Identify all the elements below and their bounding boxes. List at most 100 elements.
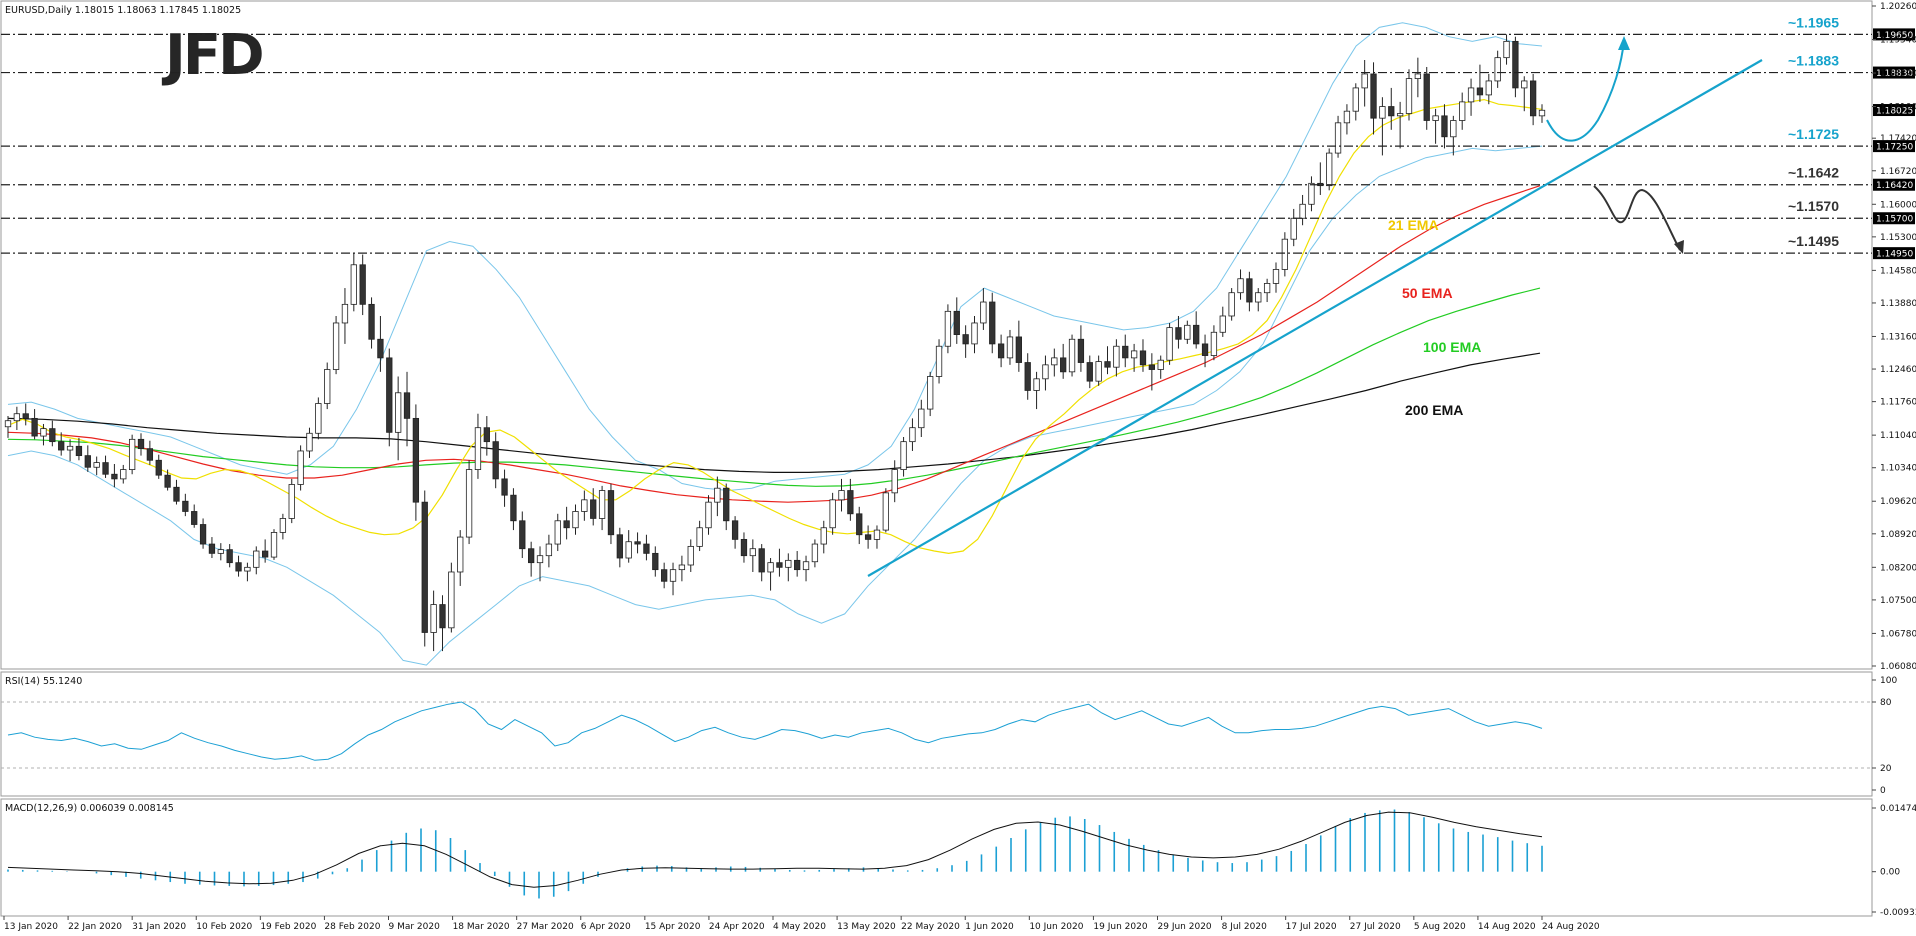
bearish-candle xyxy=(1139,350,1147,366)
bullish-candle xyxy=(927,376,934,410)
bullish-candle xyxy=(332,322,340,370)
bullish-candle xyxy=(288,484,295,519)
price-tick-label: 1.17420 xyxy=(1880,134,1916,144)
bullish-candle xyxy=(1396,113,1404,117)
ema-labels: 21 EMA 50 EMA 100 EMA 200 EMA xyxy=(1388,217,1481,418)
bearish-candle xyxy=(199,524,207,545)
bearish-candle xyxy=(501,478,508,496)
bearish-candle xyxy=(1193,324,1200,345)
bearish-candle xyxy=(403,392,411,419)
bearish-candle xyxy=(864,534,872,540)
bullish-candle xyxy=(811,543,819,563)
bullish-candle xyxy=(1414,73,1422,80)
level-label: ~1.1495 xyxy=(1788,233,1839,249)
rsi-header: RSI(14) 55.1240 xyxy=(5,676,82,687)
date-tick-label: 27 Mar 2020 xyxy=(517,922,574,932)
macd-indicator: 0.014744 0.00 -0.009334 xyxy=(7,804,1916,918)
bullish-candle xyxy=(1467,87,1475,103)
bullish-candle xyxy=(625,541,632,559)
bearish-candle xyxy=(1024,362,1031,391)
bullish-candle xyxy=(1450,120,1457,138)
level-price-tag-text: 1.18830 xyxy=(1876,69,1913,79)
bullish-candle xyxy=(40,428,47,437)
horizontal-levels: ~1.1965 1.19650 ~1.1883 1.18830 ~1.1725 1.172… xyxy=(1,14,1915,260)
bullish-candle xyxy=(297,450,304,485)
bullish-candle xyxy=(1343,110,1351,124)
date-tick-label: 29 Jun 2020 xyxy=(1158,922,1212,932)
bullish-candle xyxy=(873,529,881,540)
trendline-and-arrows xyxy=(867,36,1763,577)
bearish-candle xyxy=(661,569,668,582)
rsi-tick-label: 20 xyxy=(1880,764,1892,774)
bullish-candle xyxy=(1166,327,1173,361)
bullish-candle xyxy=(4,420,12,428)
bearish-candle xyxy=(492,441,499,480)
macd-header: MACD(12,26,9) 0.006039 0.008145 xyxy=(5,803,174,814)
bullish-candle xyxy=(829,499,836,529)
level-label: ~1.1642 xyxy=(1788,165,1839,181)
bearish-candle xyxy=(1476,87,1484,96)
current-price-tag xyxy=(1873,104,1915,117)
bearish-candle xyxy=(997,343,1005,359)
date-tick-label: 8 Jul 2020 xyxy=(1222,922,1267,932)
bearish-candle xyxy=(856,513,863,536)
date-tick-label: 5 Aug 2020 xyxy=(1414,922,1466,932)
bullish-candle xyxy=(900,441,907,470)
bearish-candle xyxy=(794,559,801,571)
price-tick-label: 1.20260 xyxy=(1880,2,1916,12)
bullish-candle xyxy=(430,604,437,633)
bullish-candle xyxy=(581,499,588,512)
bullish-candle xyxy=(909,427,916,443)
bearish-candle xyxy=(1086,362,1093,382)
bullish-candle xyxy=(128,438,136,470)
rsi-panel xyxy=(0,671,1873,797)
symbol-header: EURUSD,Daily 1.18015 1.18063 1.17845 1.1… xyxy=(5,5,241,16)
macd-panel xyxy=(0,798,1873,917)
bullish-arrow xyxy=(1546,39,1625,142)
rsi-tick-label: 0 xyxy=(1880,786,1886,796)
date-tick-label: 17 Jul 2020 xyxy=(1286,922,1337,932)
bullish-candle xyxy=(1432,115,1439,121)
bullish-candle xyxy=(1352,87,1359,112)
bullish-candle xyxy=(918,408,925,429)
ema-100-line xyxy=(7,287,1541,487)
bearish-candle xyxy=(731,520,739,540)
level-price-tag-text: 1.17250 xyxy=(1876,143,1913,153)
bullish-candle xyxy=(448,571,455,629)
bearish-candle xyxy=(84,455,91,468)
bullish-candle xyxy=(341,303,349,324)
bullish-candle xyxy=(687,545,694,566)
price-tick-label: 1.08200 xyxy=(1880,563,1916,573)
bullish-candle xyxy=(1210,331,1218,356)
bullish-candle xyxy=(1379,106,1386,119)
bullish-candle xyxy=(1068,338,1076,373)
bearish-candle xyxy=(208,543,216,554)
price-tick-label: 1.11760 xyxy=(1880,398,1916,408)
bullish-candle xyxy=(749,548,756,557)
bearish-candle xyxy=(1175,327,1182,340)
bearish-candle xyxy=(359,264,366,305)
price-tick-label: 1.06780 xyxy=(1880,629,1916,639)
bearish-candle xyxy=(1201,343,1209,356)
date-tick-label: 13 Jan 2020 xyxy=(4,922,58,932)
bearish-candle xyxy=(519,520,526,550)
bearish-candle xyxy=(634,541,641,545)
bullish-candle xyxy=(1485,80,1492,96)
bullish-candle xyxy=(315,403,322,434)
date-tick-label: 22 May 2020 xyxy=(901,922,960,932)
date-axis: 13 Jan 2020 22 Jan 2020 31 Jan 2020 10 Feb … xyxy=(3,916,1600,932)
bullish-arrowhead xyxy=(1618,36,1630,50)
bullish-candle xyxy=(306,432,313,452)
price-tick-label: 1.07500 xyxy=(1880,596,1916,606)
ema-200-line xyxy=(7,352,1541,473)
bearish-candle xyxy=(58,441,65,451)
level-label: ~1.1883 xyxy=(1788,53,1839,69)
bearish-candle xyxy=(1148,364,1155,370)
macd-tick-label: -0.009334 xyxy=(1880,908,1916,918)
level-label: ~1.1725 xyxy=(1788,126,1839,142)
bearish-candle xyxy=(386,357,393,433)
level-price-tag xyxy=(1873,140,1915,153)
bearish-candle xyxy=(1104,361,1111,368)
bearish-candle xyxy=(528,548,535,564)
date-tick-label: 6 Apr 2020 xyxy=(581,922,631,932)
